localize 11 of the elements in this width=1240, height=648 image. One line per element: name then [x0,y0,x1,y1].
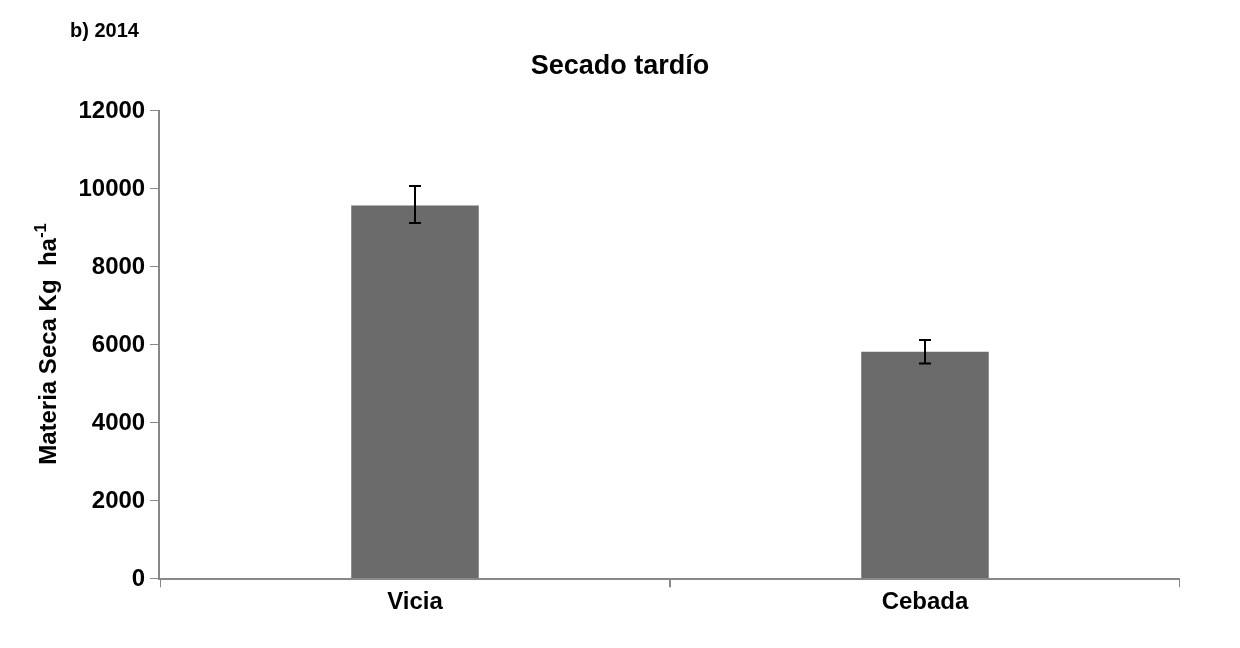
x-tick-label: Cebada [881,586,969,614]
y-tick-label: 2000 [91,486,146,514]
text: b) 2014 [70,19,140,41]
y-tick-label: 4000 [91,408,146,436]
y-tick-label: 6000 [91,330,146,358]
chart-title: Secado tardío [530,50,710,81]
x-tick-label: Vicia [387,586,444,614]
y-tick-label: 12000 [78,96,146,124]
y-tick-label: 0 [131,564,146,592]
y-tick-label: 10000 [78,174,146,202]
y-tick-label: 8000 [91,252,146,280]
